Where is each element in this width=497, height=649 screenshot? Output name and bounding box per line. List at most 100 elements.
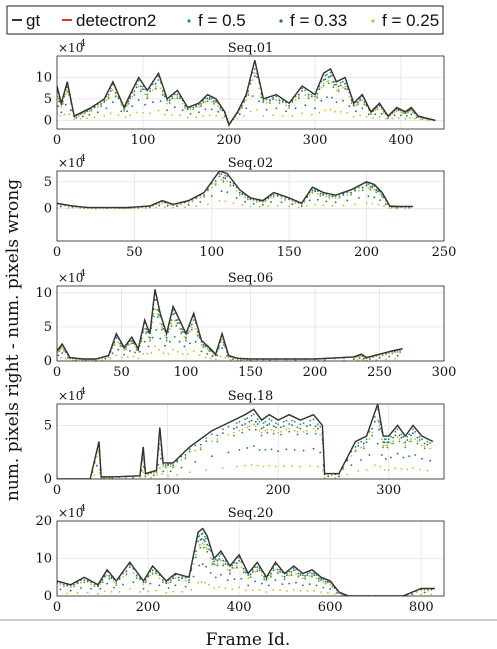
series-point-f1	[158, 314, 160, 316]
series-point-f1	[400, 114, 402, 117]
series-point-f0	[213, 560, 216, 563]
series-point-f1	[354, 189, 356, 192]
series-point-f0	[244, 418, 246, 421]
series-point-f2	[316, 193, 319, 195]
series-point-f2	[229, 571, 231, 574]
series-point-f1	[256, 423, 259, 425]
series-point-f2	[430, 593, 433, 596]
series-point-f1	[165, 336, 168, 339]
series-point-f2	[233, 567, 236, 569]
series-point-f1	[238, 113, 241, 116]
series-point-f2	[419, 118, 422, 121]
series-point-f1	[152, 474, 155, 477]
series-point-f1	[410, 434, 412, 437]
series-point-f1	[181, 330, 184, 333]
series-point-f1	[288, 582, 291, 585]
series-point-f0	[233, 434, 235, 437]
x-tick-label: 300	[376, 483, 401, 498]
series-point-f0	[314, 189, 316, 191]
series-point-f2	[264, 429, 267, 432]
series-point-f0	[402, 435, 405, 438]
series-point-f0	[314, 95, 316, 98]
series-point-f1	[385, 457, 387, 460]
series-point-f0	[314, 432, 317, 435]
series-point-f2	[311, 574, 313, 577]
series-point-f2	[165, 592, 168, 594]
series-point-f0	[316, 96, 319, 99]
series-point-f0	[266, 431, 269, 434]
series-point-f1	[208, 548, 210, 551]
series-point-f1	[322, 586, 325, 589]
series-point-f1	[206, 543, 209, 546]
series-point-f1	[369, 185, 372, 188]
series-point-f2	[66, 89, 69, 91]
series-point-f2	[272, 588, 275, 591]
x-tick-label: 400	[227, 600, 252, 615]
series-point-f0	[293, 420, 296, 423]
series-point-f1	[106, 582, 108, 585]
series-point-f1	[408, 109, 411, 112]
series-point-f0	[265, 98, 268, 101]
x-tick-label: 300	[432, 365, 457, 380]
series-point-f2	[109, 357, 112, 360]
series-point-f2	[265, 591, 268, 593]
series-point-f1	[196, 330, 199, 333]
series-point-f1	[319, 192, 322, 195]
series-point-f1	[189, 342, 191, 345]
series-point-f2	[199, 196, 202, 199]
series-point-f2	[235, 565, 238, 567]
series-point-f0	[272, 96, 274, 99]
series-point-f2	[342, 467, 344, 470]
plot-area	[57, 289, 403, 361]
series-point-f2	[357, 102, 359, 105]
series-point-f2	[194, 449, 197, 452]
series-point-f1	[188, 579, 190, 581]
series-point-f2	[117, 341, 120, 344]
series-point-f1	[270, 201, 272, 203]
series-point-f1	[338, 475, 340, 478]
series-point-f2	[429, 447, 432, 450]
series-point-f2	[90, 109, 93, 112]
series-point-f2	[402, 442, 405, 445]
series-point-f2	[188, 580, 190, 583]
series-point-f2	[251, 79, 254, 81]
series-point-f2	[155, 206, 158, 209]
series-point-f1	[169, 470, 172, 473]
series-point-f2	[266, 428, 269, 431]
series-point-f1	[382, 441, 385, 444]
series-point-f2	[216, 562, 219, 565]
series-point-f2	[400, 111, 402, 113]
series-point-f2	[254, 570, 256, 573]
series-point-f2	[215, 115, 218, 117]
series-point-f0	[173, 93, 176, 96]
series-point-f2	[160, 326, 163, 329]
x-tick-label: 200	[266, 483, 291, 498]
series-point-f2	[59, 115, 62, 117]
series-point-f1	[312, 447, 315, 450]
series-point-f2	[115, 354, 118, 357]
series-point-f0	[306, 432, 308, 435]
series-point-f0	[256, 418, 259, 421]
series-point-f0	[344, 87, 346, 90]
series-point-f2	[252, 199, 255, 202]
series-point-f2	[242, 570, 245, 572]
series-line-detectron2	[57, 527, 435, 596]
series-point-f1	[380, 112, 383, 115]
x-tick-label: 200	[354, 245, 379, 260]
series-point-f2	[217, 105, 220, 107]
series-point-f1	[111, 352, 114, 355]
series-point-f2	[216, 438, 219, 440]
series-point-f2	[222, 343, 225, 345]
series-point-f0	[188, 448, 191, 451]
series-point-f0	[160, 328, 163, 331]
series-point-f0	[362, 447, 365, 450]
series-point-f2	[98, 472, 101, 474]
series-point-f2	[140, 88, 142, 91]
series-point-f2	[328, 196, 331, 199]
series-point-f0	[311, 575, 313, 578]
series-point-f2	[381, 195, 383, 197]
series-point-f1	[158, 584, 161, 587]
series-point-f2	[129, 343, 131, 346]
series-point-f2	[200, 344, 203, 346]
series-point-f0	[291, 419, 293, 422]
